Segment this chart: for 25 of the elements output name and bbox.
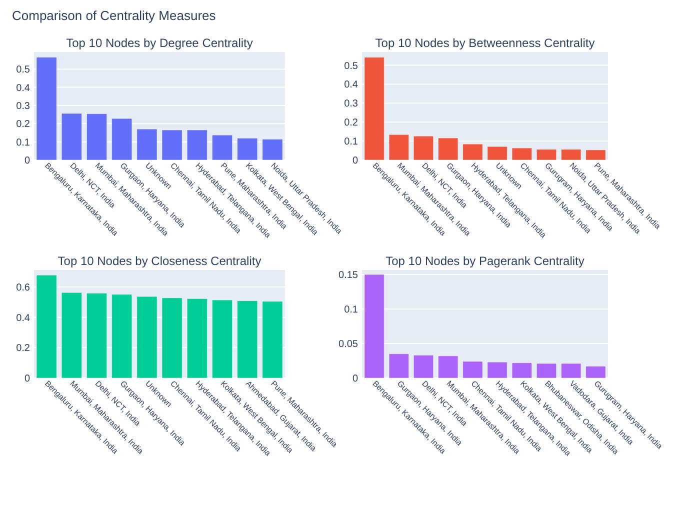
y-tick-label: 0.15 [338,270,358,281]
y-tick-label: 0.3 [16,100,30,112]
y-tick-label: 0.4 [16,82,30,94]
y-tick-label: 0.2 [16,343,30,354]
y-tick-label: 0.6 [16,282,30,294]
y-tick-label: 0.3 [344,98,358,110]
y-tick-label: 0 [352,156,358,166]
y-tick-label: 0 [24,156,30,166]
y-tick-label: 0.1 [344,304,358,316]
y-tick-label: 0.1 [16,137,30,148]
chart-title: Top 10 Nodes by Degree Centrality [66,36,253,50]
text: Comparison of Centrality Measures [12,8,216,23]
y-tick-label: 0.4 [344,80,358,91]
y-tick-label: 0 [352,374,358,384]
y-tick-label: 0.2 [16,119,30,130]
chart-title: Top 10 Nodes by Pagerank Centrality [386,254,584,268]
y-tick-label: 0.2 [344,118,358,129]
y-tick-label: 0.05 [338,338,358,350]
y-tick-label: 0.5 [344,60,358,72]
y-tick-label: 0.4 [16,312,30,324]
y-tick-label: 0 [24,374,30,384]
chart-title: Top 10 Nodes by Betweenness Centrality [375,36,595,50]
y-tick-label: 0.1 [344,136,358,148]
chart-title: Top 10 Nodes by Closeness Centrality [58,254,262,268]
y-tick-label: 0.5 [16,64,30,76]
